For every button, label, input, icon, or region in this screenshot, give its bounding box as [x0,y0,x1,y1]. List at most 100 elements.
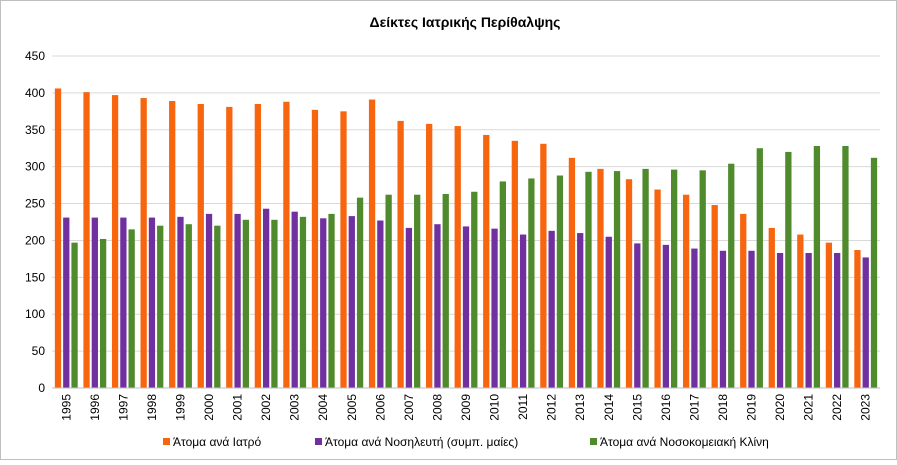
bar [483,134,490,388]
chart-title: Δείκτες Ιατρικής Περίθαλψης [370,14,561,30]
bar [471,191,478,388]
bar [862,257,869,388]
x-tick-label: 2020 [773,394,787,421]
bar [368,99,376,388]
bar [597,168,604,388]
bar [442,193,449,388]
y-tick-label: 150 [25,270,45,284]
bar [99,238,107,388]
bar [768,227,775,388]
bar [671,169,678,388]
x-tick-label: 1995 [59,394,73,421]
x-tick-label: 2014 [602,394,616,421]
bar [311,109,319,388]
bar [283,101,290,389]
legend-swatch [163,438,170,445]
x-tick-label: 2009 [459,394,473,421]
bar [662,244,670,388]
y-tick-label: 350 [25,123,45,137]
x-tick-label: 2011 [516,394,530,420]
x-tick-label: 2008 [430,394,444,421]
bar [54,88,62,388]
bar [682,194,690,388]
bar [234,213,241,388]
legend-label: Άτομα ανά Νοσηλευτή (συμπ. μαίες) [325,435,518,449]
bar [691,248,698,388]
bar [740,213,747,388]
y-tick-label: 50 [32,344,46,358]
bar [825,242,833,388]
bar [634,243,641,388]
x-tick-label: 2006 [373,394,387,421]
x-tick-label: 1996 [88,394,102,421]
bar [299,216,307,388]
x-tick-label: 1999 [173,394,187,421]
bar [519,234,527,388]
bar [748,250,755,388]
bar [140,98,147,388]
x-tick-label: 2013 [573,394,587,421]
bar [642,168,649,388]
bar [111,95,119,388]
bar [491,228,498,388]
x-tick-label: 2005 [345,394,359,421]
bar [426,123,433,389]
bar [462,226,470,388]
x-tick-label: 2022 [830,394,844,421]
bar [405,227,413,388]
bar [511,140,518,388]
bar [625,179,633,388]
bar [262,208,270,388]
x-tick-label: 2002 [259,394,273,421]
bar [797,234,804,388]
bar [434,224,441,388]
x-tick-label: 2000 [202,394,216,421]
bar [854,250,861,388]
bar [613,171,621,388]
x-tick-label: 2004 [316,394,330,421]
bar [805,252,812,388]
bar [348,216,355,388]
x-tick-label: 2003 [288,394,302,421]
x-tick-label: 2015 [630,394,644,421]
x-tick-label: 2017 [687,394,701,421]
x-tick-label: 2018 [716,394,730,421]
x-tick-label: 2021 [802,394,816,421]
x-tick-label: 2016 [659,394,673,421]
bar [271,219,278,388]
bar [548,230,555,388]
bar [385,194,392,388]
y-tick-label: 250 [25,197,45,211]
bar [356,197,364,388]
bar [157,225,164,388]
bar [711,205,718,388]
bar [568,157,576,388]
x-tick-label: 2010 [488,394,502,421]
bar [585,171,592,388]
bar [254,103,261,388]
bar [91,217,98,388]
y-tick-label: 300 [25,160,45,174]
bar [377,220,384,388]
bar [756,148,763,388]
bar [169,101,176,388]
bar [834,252,841,388]
x-tick-label: 2019 [745,394,759,421]
legend-swatch [590,438,597,445]
bar [205,213,213,388]
y-tick-label: 0 [38,381,45,395]
bar [813,146,821,388]
bar [728,163,735,388]
bar [320,218,327,388]
bar [291,211,298,388]
bar [185,224,192,388]
x-tick-label: 2023 [859,394,873,421]
y-tick-label: 100 [25,307,45,321]
bar [842,146,849,388]
y-tick-label: 400 [25,86,45,100]
bar [177,216,184,388]
bar [242,219,250,388]
x-tick-label: 1998 [145,394,159,421]
x-tick-label: 2007 [402,394,416,421]
